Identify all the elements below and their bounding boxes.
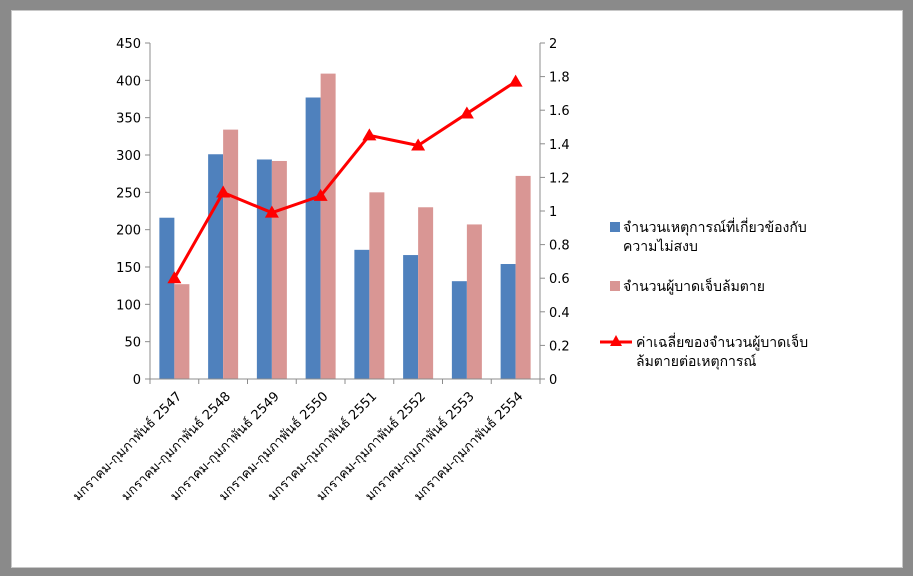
left-tick-label: 350: [116, 112, 141, 127]
bar-series2-8: [515, 175, 531, 379]
line-point-4: [313, 188, 328, 201]
bar-series2-1: [174, 284, 190, 379]
bar-series1-7: [451, 281, 467, 379]
chart-frame: 0 50 100 150 200 250 300 350 400 450 0 0.2 0.4 0.6 0.8…: [11, 10, 903, 568]
left-tick-label: 50: [124, 336, 141, 351]
left-tick-label: 250: [116, 186, 141, 201]
left-tick-label: 300: [116, 149, 141, 164]
bar-series1-4: [305, 97, 321, 380]
legend-swatch-2: [610, 281, 620, 291]
line-series-path: [173, 80, 517, 279]
left-tick-label: 150: [116, 261, 141, 276]
line-point-2: [216, 185, 231, 198]
left-tick-label: 0: [133, 373, 141, 388]
line-point-5: [362, 128, 377, 141]
bar-series2-4: [320, 73, 336, 379]
bar-series1-8: [500, 264, 516, 379]
left-tick-label: 100: [116, 298, 141, 313]
right-tick-label: 1: [549, 205, 557, 220]
chart: 0 50 100 150 200 250 300 350 400 450 0 0.2 0.4 0.6 0.8…: [70, 37, 809, 504]
right-tick-label: 0: [549, 373, 557, 388]
bar-series2-7: [466, 224, 482, 379]
left-tick-label: 200: [116, 224, 141, 239]
bar-series1-3: [256, 159, 272, 379]
line-point-8: [508, 74, 523, 87]
legend-label-1: ความไม่สงบ: [623, 238, 698, 255]
right-tick-label: 0.6: [549, 272, 570, 287]
legend-label-3: ค่าเฉลี่ยของจำนวนผู้บาดเจ็บ: [636, 333, 808, 351]
right-tick-label: 1.8: [549, 71, 570, 86]
line-point-1: [167, 271, 182, 284]
legend-label-2: จำนวนผู้บาดเจ็บล้มตาย: [623, 277, 765, 295]
bar-series1-2: [208, 154, 224, 379]
left-tick-label: 450: [116, 37, 141, 52]
legend-label-1: จำนวนเหตุการณ์ที่เกี่ยวข้องกับ: [623, 218, 807, 236]
line-point-6: [411, 138, 426, 151]
legend-label-3: ล้มตายต่อเหตุการณ์: [636, 353, 756, 370]
line-point-7: [459, 106, 474, 119]
right-tick-label: 2: [549, 37, 557, 52]
bar-series2-3: [271, 160, 287, 379]
left-tick-label: 400: [116, 74, 141, 89]
line-point-3: [264, 205, 279, 218]
legend-swatch-1: [610, 222, 620, 232]
right-tick-label: 1.4: [549, 138, 570, 153]
right-tick-label: 0.4: [549, 306, 570, 321]
bar-series2-6: [418, 207, 434, 379]
bar-series2-5: [369, 192, 385, 379]
right-tick-label: 0.8: [549, 239, 570, 254]
legend-triangle-marker: [610, 335, 622, 346]
bar-series1-6: [403, 255, 419, 379]
right-tick-label: 1.2: [549, 171, 570, 186]
bar-series1-1: [159, 217, 175, 379]
bar-series1-5: [354, 249, 370, 379]
right-tick-label: 1.6: [549, 104, 570, 119]
bar-series2-2: [223, 129, 239, 379]
right-tick-label: 0.2: [549, 339, 570, 354]
